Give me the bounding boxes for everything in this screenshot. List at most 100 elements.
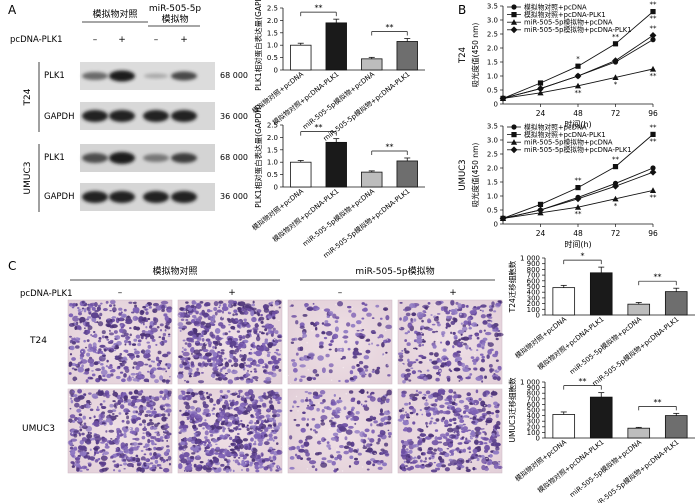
membrane-pore	[265, 419, 268, 421]
cell-stain	[458, 468, 461, 471]
membrane-pore	[295, 395, 298, 398]
cell-stain	[155, 396, 160, 399]
membrane-pore	[453, 454, 455, 456]
cell-stain	[379, 408, 383, 414]
cell-stain	[123, 467, 126, 470]
cell-stain	[274, 365, 280, 370]
cell-stain	[229, 406, 233, 410]
cell-stain	[228, 359, 232, 363]
cell-stain	[156, 362, 161, 367]
membrane-pore	[454, 349, 456, 351]
membrane-pore	[249, 437, 251, 439]
membrane-pore	[341, 432, 344, 435]
cell-stain	[263, 430, 266, 434]
cell-stain	[87, 325, 93, 330]
cell-stain	[481, 309, 485, 313]
cell-stain	[165, 423, 169, 427]
membrane-pore	[465, 431, 468, 434]
cell-stain	[90, 333, 93, 336]
cell-stain	[190, 405, 195, 410]
migration-images: 模拟物对照 miR-505-5p模拟物 pcDNA-PLK1 – + – + T…	[20, 265, 504, 474]
cell-stain	[491, 432, 495, 437]
membrane-pore	[241, 395, 243, 397]
cell-stain	[469, 309, 477, 315]
cell-stain	[152, 302, 159, 307]
membrane-pore	[161, 373, 164, 375]
cell-stain	[446, 315, 450, 319]
membrane-pore	[107, 303, 110, 305]
membrane-pore	[446, 365, 448, 368]
y-axis-label: PLK1相对蛋白表达量(GAPDH)	[253, 104, 263, 208]
cell-stain	[487, 316, 493, 319]
cell-stain	[208, 413, 212, 416]
membrane-pore	[480, 429, 482, 431]
cell-stain	[459, 419, 465, 424]
membrane-pore	[229, 311, 231, 313]
wb-band-label-gapdh: GAPDH	[44, 192, 74, 202]
cell-stain	[304, 390, 309, 393]
cell-stain	[321, 408, 325, 413]
wb-pcdna-label: pcDNA-PLK1	[10, 35, 63, 45]
wb-blot-t24-plk1	[80, 62, 215, 90]
cell-stain	[435, 418, 440, 422]
data-point	[510, 139, 518, 145]
cell-stain	[374, 369, 380, 375]
cell-line-label: UMUC3	[458, 159, 468, 190]
cell-stain	[93, 333, 98, 339]
cell-stain	[142, 432, 145, 434]
cell-stain	[79, 353, 85, 358]
cell-stain	[385, 315, 390, 321]
cell-stain	[124, 318, 133, 325]
cell-stain	[132, 366, 135, 369]
category-label: 模拟物对照+pcDNA-PLK1	[271, 69, 341, 126]
cell-stain	[87, 431, 90, 434]
cell-stain	[274, 301, 280, 306]
cell-stain	[475, 389, 479, 394]
cell-stain	[443, 452, 450, 458]
membrane-pore	[462, 343, 464, 345]
cell-stain	[155, 356, 160, 362]
membrane-pore	[486, 457, 488, 460]
legend-label: miR-505-5p模拟物+pcDNA	[524, 18, 613, 27]
cell-stain	[123, 395, 128, 401]
cell-stain	[79, 439, 84, 445]
cell-stain	[461, 362, 465, 368]
cell-stain	[214, 346, 217, 350]
cell-stain	[456, 375, 463, 379]
cell-stain	[197, 332, 201, 335]
cell-stain	[421, 437, 426, 442]
cell-stain	[364, 303, 368, 307]
cell-stain	[481, 346, 485, 350]
cell-stain	[193, 463, 197, 468]
cell-stain	[252, 442, 257, 446]
cell-stain	[189, 372, 193, 376]
cell-stain	[315, 468, 318, 472]
category-label: 模拟物对照+pcDNA-PLK1	[271, 186, 341, 243]
cell-stain	[223, 357, 227, 360]
micrograph-border	[67, 299, 173, 385]
cell-stain	[363, 406, 370, 411]
cell-stain	[183, 452, 190, 458]
micrograph-border	[67, 388, 173, 474]
cell-stain	[361, 317, 365, 320]
cell-stain	[306, 307, 314, 311]
cell-stain	[300, 399, 305, 403]
cell-stain	[258, 358, 264, 365]
cell-stain	[116, 452, 121, 457]
membrane-pore	[474, 403, 477, 405]
cell-stain	[239, 354, 243, 358]
membrane-pore	[320, 441, 322, 444]
membrane-pore	[179, 451, 181, 454]
cell-stain	[96, 406, 99, 409]
membrane-pore	[347, 440, 350, 442]
cell-stain	[69, 443, 73, 447]
wb-lane-sign: +	[180, 35, 188, 45]
cell-stain	[144, 413, 149, 418]
cell-stain	[149, 335, 155, 340]
cell-stain	[87, 316, 92, 319]
cell-stain	[226, 462, 230, 466]
cell-stain	[214, 311, 218, 316]
cell-stain	[348, 465, 352, 468]
cell-stain	[106, 373, 112, 379]
cell-stain	[244, 445, 249, 450]
